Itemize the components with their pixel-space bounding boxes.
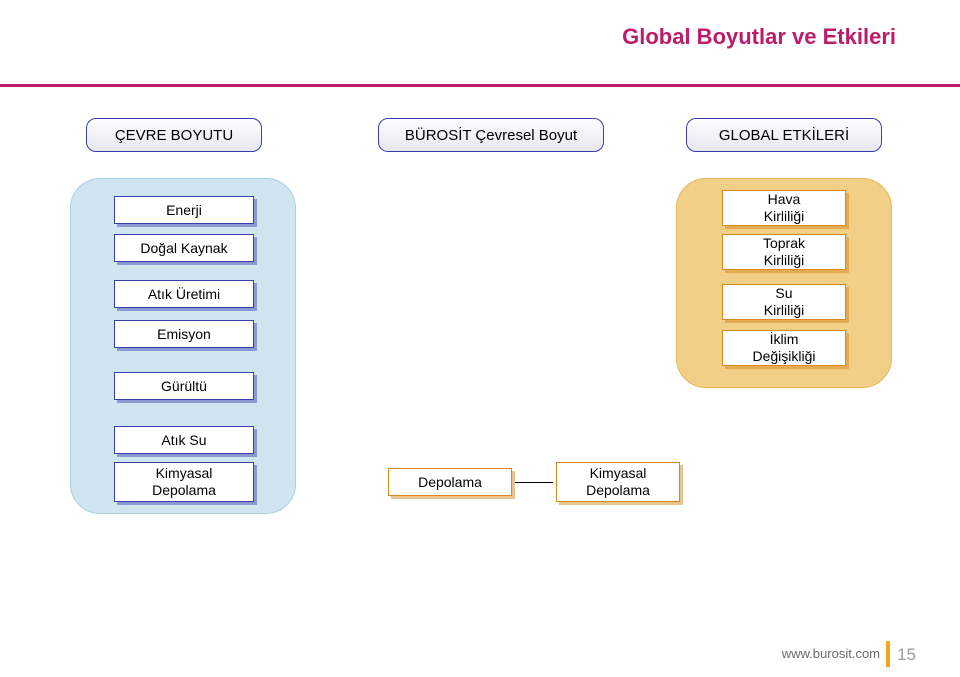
right-item-1: ToprakKirliliği bbox=[722, 234, 846, 270]
left-item-3: Emisyon bbox=[114, 320, 254, 348]
center-box-kimyasal-depolama: KimyasalDepolama bbox=[556, 462, 680, 502]
footer-accent-bar bbox=[886, 641, 890, 667]
right-item-0: HavaKirliliği bbox=[722, 190, 846, 226]
header-stripe bbox=[0, 84, 960, 87]
right-item-3: İklimDeğişikliği bbox=[722, 330, 846, 366]
column-pill-right: GLOBAL ETKİLERİ bbox=[686, 118, 882, 152]
left-item-5: Atık Su bbox=[114, 426, 254, 454]
center-box-depolama: Depolama bbox=[388, 468, 512, 496]
left-item-2: Atık Üretimi bbox=[114, 280, 254, 308]
footer-url: www.burosit.com bbox=[782, 646, 880, 661]
column-pill-center: BÜROSİT Çevresel Boyut bbox=[378, 118, 604, 152]
page-title: Global Boyutlar ve Etkileri bbox=[622, 24, 896, 50]
connector-line bbox=[515, 482, 553, 483]
column-pill-left: ÇEVRE BOYUTU bbox=[86, 118, 262, 152]
left-item-1: Doğal Kaynak bbox=[114, 234, 254, 262]
left-item-6: KimyasalDepolama bbox=[114, 462, 254, 502]
left-item-0: Enerji bbox=[114, 196, 254, 224]
footer-page-number: 15 bbox=[897, 645, 916, 665]
right-item-2: SuKirliliği bbox=[722, 284, 846, 320]
left-item-4: Gürültü bbox=[114, 372, 254, 400]
